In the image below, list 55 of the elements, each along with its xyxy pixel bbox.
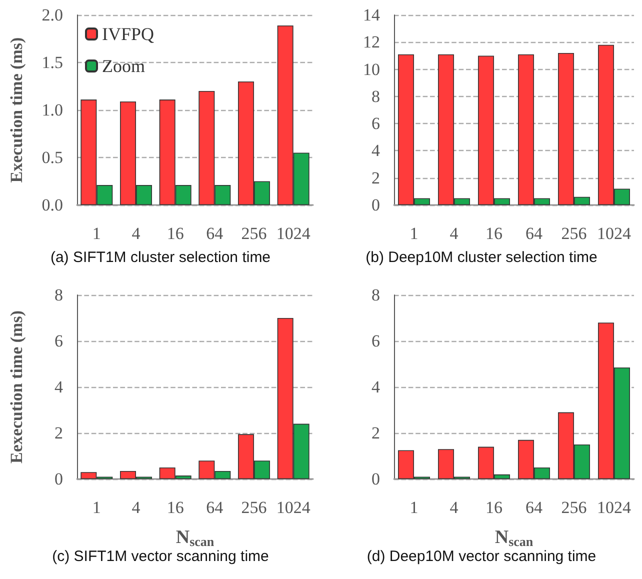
x-tick-label: 1024 — [276, 224, 311, 243]
x-tick-label: 64 — [526, 224, 543, 243]
y-tick-label: 0 — [372, 196, 380, 214]
x-tick-label: 256 — [241, 498, 267, 517]
y-tick-label: 0.0 — [42, 196, 63, 214]
x-tick-label: 16 — [166, 224, 184, 243]
y-tick-label: 2.0 — [42, 6, 63, 24]
y-tick-label: 1.5 — [42, 53, 63, 72]
x-tick-label: 16 — [486, 498, 502, 517]
x-tick-label: 1024 — [597, 224, 632, 243]
x-tick-label: 16 — [486, 224, 502, 243]
y-tick-label: 4 — [372, 141, 380, 160]
x-tick-label: 1 — [92, 224, 101, 243]
x-tick-label: 4 — [132, 498, 141, 517]
y-tick-label: 6 — [372, 332, 380, 350]
x-tick-label: 256 — [241, 224, 267, 243]
text: (c) SIFT1M vector scanning time — [52, 548, 269, 565]
y-tick-label: 0.5 — [42, 148, 63, 167]
y-tick-label: 8 — [372, 86, 380, 106]
y-tick-label: 4 — [54, 378, 64, 396]
y-tick-label: 4 — [372, 378, 380, 396]
y-tick-label: 0 — [372, 470, 380, 488]
x-tick-label: 16 — [166, 498, 184, 517]
x-tick-label: 256 — [561, 224, 587, 243]
x-tick-label: 64 — [526, 498, 543, 517]
x-tick-label: 1 — [410, 498, 418, 517]
x-tick-label: 1024 — [276, 498, 311, 517]
x-tick-label: 1 — [92, 498, 101, 517]
x-tick-label: 256 — [561, 498, 587, 517]
y-tick-label: 2 — [372, 424, 380, 442]
text: (b) Deep10M cluster selection time — [366, 249, 598, 266]
x-tick-label: 1024 — [597, 498, 632, 517]
x-tick-label: 1 — [410, 224, 418, 243]
x-tick-label: 4 — [450, 224, 459, 243]
y-tick-label: 10 — [363, 60, 380, 79]
y-tick-label: 6 — [372, 114, 380, 134]
y-tick-label: 2 — [54, 424, 63, 442]
y-tick-label: 8 — [54, 286, 63, 304]
x-tick-label: 4 — [132, 224, 141, 243]
x-tick-label: 4 — [450, 498, 459, 517]
y-tick-label: 12 — [363, 32, 380, 52]
x-tick-label: 64 — [206, 498, 224, 517]
y-axis-title: Execution time (ms) — [7, 37, 26, 183]
legend-label: Zoom — [102, 56, 145, 76]
y-tick-label: 6 — [54, 332, 63, 350]
text: (a) SIFT1M cluster selection time — [50, 249, 271, 266]
legend-label: IVFPQ — [102, 24, 154, 44]
y-tick-label: 1.0 — [42, 100, 63, 120]
text: (d) Deep10M vector scanning time — [366, 548, 596, 565]
y-tick-label: 8 — [372, 286, 380, 304]
y-tick-label: 14 — [363, 6, 380, 24]
y-tick-label: 0 — [54, 470, 63, 488]
y-tick-label: 2 — [372, 168, 380, 188]
x-tick-label: 64 — [206, 224, 224, 243]
y-axis-title: Eexecution time (ms) — [7, 310, 26, 464]
